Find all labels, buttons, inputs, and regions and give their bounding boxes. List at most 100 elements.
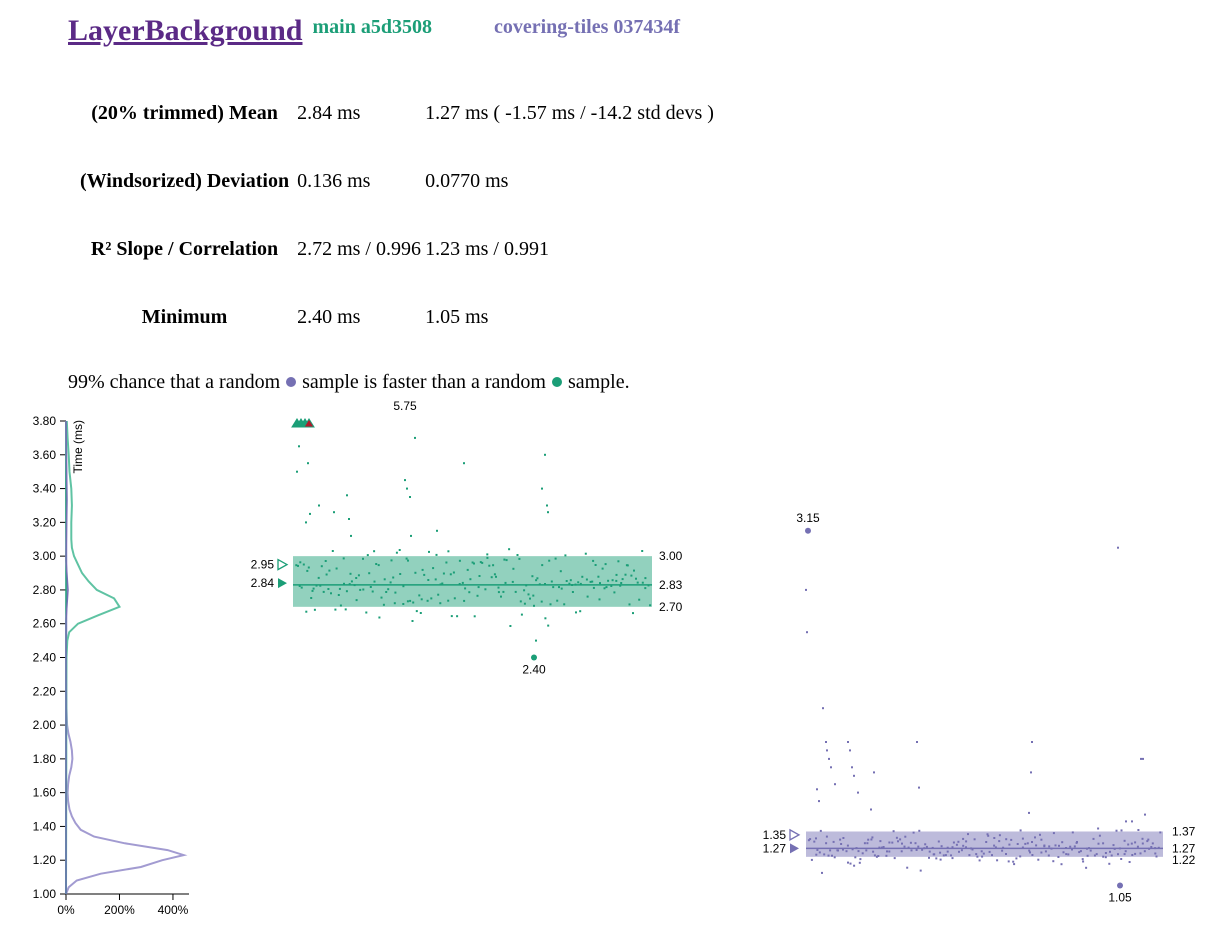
sample-point <box>486 556 489 559</box>
sample-point <box>371 590 374 593</box>
summary-sentence: 99% chance that a random sample is faste… <box>68 371 630 394</box>
sample-point <box>1088 847 1090 850</box>
sample-point <box>626 564 629 567</box>
sample-point <box>958 850 960 853</box>
sample-point <box>1040 838 1043 841</box>
sample-point <box>493 573 496 576</box>
sample-point <box>1019 829 1022 832</box>
sample-point <box>420 598 423 601</box>
sample-point <box>548 559 551 562</box>
sample-point <box>1034 836 1036 839</box>
sample-point <box>334 608 337 611</box>
sample-point <box>531 575 534 578</box>
sample-point <box>607 579 610 582</box>
sample-point <box>458 559 461 562</box>
sample-point <box>577 581 580 584</box>
sample-point <box>535 579 538 582</box>
sample-point <box>604 563 607 566</box>
sample-point <box>888 850 891 853</box>
sample-point <box>318 504 320 507</box>
sample-point <box>385 591 388 593</box>
sample-point <box>298 585 301 587</box>
page-header: LayerBackground main a5d3508 covering-ti… <box>68 14 680 48</box>
sample-point <box>466 568 469 571</box>
sample-point <box>886 850 888 853</box>
sample-point <box>560 587 563 590</box>
sample-point <box>473 562 475 565</box>
sample-point <box>986 833 989 836</box>
sample-point <box>502 590 505 593</box>
sample-point <box>421 568 424 571</box>
sample-point <box>453 597 456 600</box>
sample-point <box>1024 842 1027 845</box>
sample-point <box>866 842 869 845</box>
sample-point <box>469 578 472 581</box>
sample-point <box>1120 858 1123 860</box>
sample-point <box>839 838 842 841</box>
sample-point <box>535 639 537 642</box>
sample-point <box>957 840 960 843</box>
sample-point <box>951 857 954 860</box>
sample-point <box>383 578 386 581</box>
sample-point <box>1052 832 1055 835</box>
sample-point <box>888 841 891 844</box>
sample-point <box>348 518 350 520</box>
sample-point <box>1140 757 1142 760</box>
stats-row-deviation: (Windsorized) Deviation 0.136 ms 0.0770 … <box>74 147 718 215</box>
sample-point <box>1060 863 1063 866</box>
sample-point <box>1131 820 1133 823</box>
covering-version-label: covering-tiles 037434f <box>493 16 681 38</box>
sample-point <box>569 579 572 582</box>
sample-point <box>346 494 348 497</box>
sample-point <box>312 587 315 590</box>
sample-point <box>842 837 845 839</box>
sample-point <box>380 596 383 599</box>
sample-point <box>541 487 543 490</box>
sample-point <box>816 849 819 851</box>
sample-point <box>1031 841 1033 843</box>
sample-point <box>373 550 376 553</box>
sample-point <box>407 559 409 562</box>
quantile-high-label: 1.37 <box>1172 824 1196 838</box>
sample-point <box>495 575 497 578</box>
stats-main-value: 2.84 ms <box>297 101 361 124</box>
sample-point <box>1123 839 1126 842</box>
sample-point <box>430 597 433 600</box>
sample-point <box>849 749 851 752</box>
sample-point <box>807 839 810 842</box>
sample-point <box>598 598 601 601</box>
sample-point <box>968 854 971 857</box>
sample-point <box>865 849 868 852</box>
sample-point <box>603 587 606 590</box>
sample-point <box>976 855 979 858</box>
sample-point <box>853 864 856 867</box>
stats-covering-value: 0.0770 ms <box>425 169 509 192</box>
sample-point <box>546 504 548 507</box>
sample-point <box>928 850 931 853</box>
sample-point <box>478 575 481 577</box>
sample-point <box>1150 846 1153 848</box>
stats-covering-value: 1.23 ms / 0.991 <box>425 237 549 260</box>
stats-label: (20% trimmed) Mean <box>91 101 278 124</box>
stats-row-mean: (20% trimmed) Mean 2.84 ms 1.27 ms ( -1.… <box>74 79 718 147</box>
sample-point <box>512 567 515 570</box>
sample-point <box>921 848 924 851</box>
sample-point <box>1125 820 1127 823</box>
sample-point <box>432 567 435 570</box>
sample-point <box>353 584 356 587</box>
sample-point <box>585 578 588 581</box>
sample-point <box>916 741 918 743</box>
sample-point <box>994 846 997 849</box>
sample-point <box>967 833 969 836</box>
sample-point <box>933 853 936 856</box>
quantile-low-label: 1.22 <box>1172 853 1196 867</box>
benchmark-title-link[interactable]: LayerBackground <box>68 14 303 47</box>
sample-point <box>309 512 311 515</box>
sample-point <box>975 853 978 856</box>
sample-point <box>615 579 618 582</box>
sample-point <box>488 564 491 567</box>
sample-point <box>305 610 308 613</box>
sample-point <box>1008 843 1011 846</box>
sample-point <box>486 553 489 556</box>
sample-point <box>928 856 930 859</box>
